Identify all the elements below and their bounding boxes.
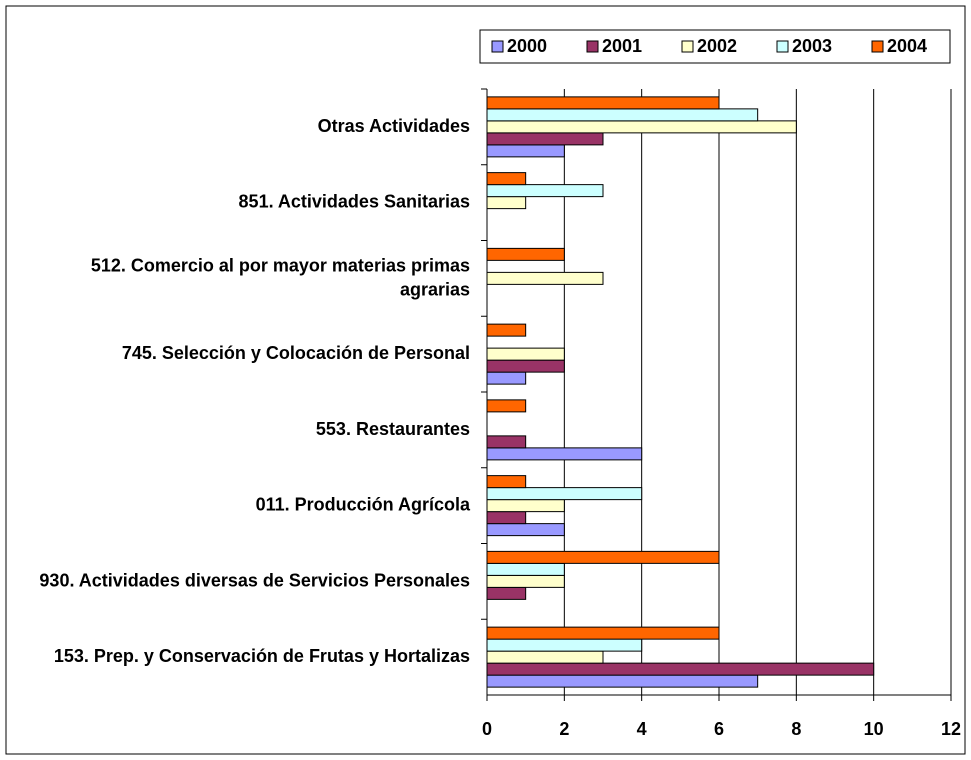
x-tick-label: 10 — [864, 719, 884, 739]
bar — [486, 108, 759, 122]
x-tick-label: 12 — [941, 719, 961, 739]
x-tick-label: 6 — [714, 719, 724, 739]
bar — [486, 499, 565, 513]
bar — [486, 626, 720, 640]
y-tick-label: Otras Actividades — [318, 116, 470, 136]
bar — [486, 399, 527, 413]
y-tick-label: 930. Actividades diversas de Servicios P… — [39, 570, 470, 590]
legend-swatch — [776, 40, 789, 53]
legend-label: 2002 — [697, 36, 737, 56]
legend-swatch — [491, 40, 504, 53]
legend-label: 2003 — [792, 36, 832, 56]
y-tick-label: 745. Selección y Colocación de Personal — [122, 343, 470, 363]
bar — [486, 184, 604, 198]
x-tick-label: 4 — [637, 719, 647, 739]
bar — [486, 359, 565, 373]
x-tick-label: 8 — [791, 719, 801, 739]
y-tick-label: 011. Producción Agrícola — [256, 494, 471, 514]
bar — [486, 435, 527, 449]
bar — [486, 550, 720, 564]
bar — [486, 562, 565, 576]
bar — [486, 674, 759, 688]
bar — [486, 96, 720, 110]
bar — [486, 172, 527, 186]
bar — [486, 662, 875, 676]
bar — [486, 247, 565, 261]
bar — [486, 323, 527, 337]
bar — [486, 475, 527, 489]
legend-label: 2004 — [887, 36, 927, 56]
bar — [486, 574, 565, 588]
y-tick-label: 512. Comercio al por mayor materias prim… — [91, 255, 470, 299]
bar — [486, 586, 527, 600]
legend-swatch — [586, 40, 599, 53]
bar — [486, 271, 604, 285]
y-tick-label: 553. Restaurantes — [316, 419, 470, 439]
bar — [486, 196, 527, 210]
bar — [486, 511, 527, 525]
bar — [486, 523, 565, 537]
bar — [486, 144, 565, 158]
x-tick-label: 2 — [559, 719, 569, 739]
legend-swatch — [681, 40, 694, 53]
y-tick-label: 153. Prep. y Conservación de Frutas y Ho… — [54, 646, 470, 666]
x-tick-label: 0 — [482, 719, 492, 739]
bar — [486, 487, 643, 501]
bar — [486, 650, 604, 664]
bar — [486, 120, 797, 134]
bar — [486, 132, 604, 146]
bar — [486, 638, 643, 652]
legend-swatch — [871, 40, 884, 53]
bar — [486, 347, 565, 361]
y-tick-label: 851. Actividades Sanitarias — [239, 191, 470, 211]
bar — [486, 447, 643, 461]
legend-label: 2001 — [602, 36, 642, 56]
bar — [486, 371, 527, 385]
legend-label: 2000 — [507, 36, 547, 56]
